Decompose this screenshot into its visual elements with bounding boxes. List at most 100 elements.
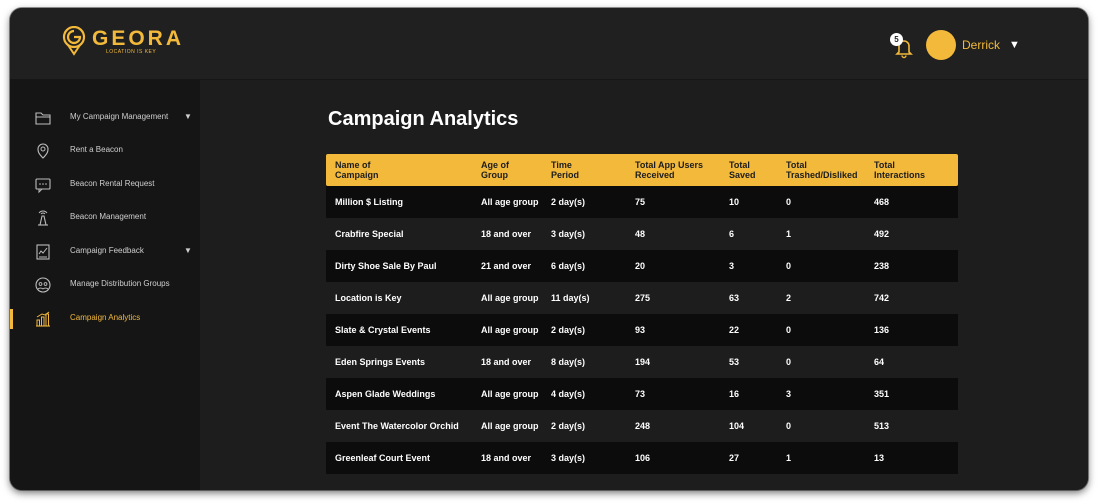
top-bar: GEORA LOCATION IS KEY 5 Derrick ▼ [10, 8, 1088, 80]
column-header-total-users-received: Total App Users Received [635, 160, 704, 180]
cell-trashed: 1 [786, 453, 792, 463]
cell-trashed: 0 [786, 421, 792, 431]
cell-users-received: 93 [635, 325, 646, 335]
cell-users-received: 106 [635, 453, 651, 463]
cell-age-group: All age group [481, 325, 539, 335]
cell-campaign-name: Greenleaf Court Event [335, 453, 431, 463]
cell-time-period: 8 day(s) [551, 357, 586, 367]
table-row[interactable]: Crabfire Special 18 and over 3 day(s) 48 6 1 4… [326, 218, 958, 250]
cell-saved: 16 [729, 389, 740, 399]
cell-saved: 10 [729, 197, 740, 207]
cell-trashed: 0 [786, 357, 792, 367]
beacon-icon [38, 210, 48, 226]
sidebar-item-manage-distribution-groups[interactable]: Manage Distribution Groups [10, 273, 200, 299]
sidebar-item-label: Campaign Feedback [70, 246, 144, 255]
table-header: Name of Campaign Age of Group Time Perio… [326, 154, 958, 186]
cell-saved: 53 [729, 357, 740, 367]
logo-tagline: LOCATION IS KEY [106, 48, 157, 55]
table-row[interactable]: Aspen Glade Weddings All age group 4 day(s… [326, 378, 958, 410]
chevron-down-icon[interactable]: ▼ [184, 112, 192, 121]
logo-name: GEORA [92, 26, 185, 50]
feedback-icon [36, 244, 50, 260]
cell-campaign-name: Dirty Shoe Sale By Paul [335, 261, 437, 271]
table-row[interactable]: Event The Watercolor Orchid All age group… [326, 410, 958, 442]
cell-age-group: All age group [481, 389, 539, 399]
cell-time-period: 2 day(s) [551, 421, 586, 431]
cell-interactions: 742 [874, 293, 890, 303]
cell-age-group: 18 and over [481, 357, 532, 367]
cell-trashed: 3 [786, 389, 792, 399]
analytics-icon [36, 311, 50, 327]
chevron-down-icon[interactable]: ▼ [184, 246, 192, 255]
cell-age-group: 21 and over [481, 261, 532, 271]
cell-users-received: 20 [635, 261, 646, 271]
user-name[interactable]: Derrick [962, 38, 1000, 52]
cell-saved: 6 [729, 229, 735, 239]
sidebar-item-my-campaign-management[interactable]: My Campaign Management ▼ [10, 106, 200, 132]
table-row[interactable]: Greenleaf Court Event 18 and over 3 day(s)… [326, 442, 958, 474]
cell-campaign-name: Million $ Listing [335, 197, 403, 207]
sidebar-item-beacon-rental-request[interactable]: Beacon Rental Request [10, 173, 200, 199]
cell-interactions: 238 [874, 261, 890, 271]
sidebar-item-label: Beacon Rental Request [70, 179, 155, 188]
table-row[interactable]: Location is Key All age group 11 day(s) 275… [326, 282, 958, 314]
cell-time-period: 4 day(s) [551, 389, 586, 399]
notification-badge: 5 [890, 33, 903, 46]
cell-time-period: 3 day(s) [551, 453, 586, 463]
sidebar-item-label: Rent a Beacon [70, 145, 123, 154]
column-header-total-saved: Total Saved [729, 160, 756, 180]
cell-users-received: 73 [635, 389, 646, 399]
folder-icon [35, 112, 51, 125]
cell-trashed: 2 [786, 293, 792, 303]
cell-campaign-name: Slate & Crystal Events [335, 325, 431, 335]
table-row[interactable]: Million $ Listing All age group 2 day(s) 75… [326, 186, 958, 218]
cell-time-period: 2 day(s) [551, 325, 586, 335]
cell-interactions: 136 [874, 325, 890, 335]
chat-bubble-icon [35, 178, 51, 194]
cell-users-received: 248 [635, 421, 651, 431]
sidebar-item-label: Campaign Analytics [70, 313, 141, 322]
cell-interactions: 468 [874, 197, 890, 207]
cell-interactions: 64 [874, 357, 885, 367]
cell-trashed: 0 [786, 261, 792, 271]
column-header-time-period: Time Period [551, 160, 580, 180]
analytics-table: Name of Campaign Age of Group Time Perio… [326, 154, 958, 474]
cell-users-received: 48 [635, 229, 646, 239]
sidebar-item-rent-a-beacon[interactable]: Rent a Beacon [10, 139, 200, 165]
cell-saved: 63 [729, 293, 740, 303]
cell-saved: 3 [729, 261, 735, 271]
active-indicator [10, 309, 13, 329]
cell-campaign-name: Aspen Glade Weddings [335, 389, 436, 399]
sidebar-item-campaign-analytics[interactable]: Campaign Analytics [10, 307, 200, 333]
logo[interactable]: GEORA LOCATION IS KEY [62, 26, 184, 56]
cell-age-group: 18 and over [481, 453, 532, 463]
table-row[interactable]: Eden Springs Events 18 and over 8 day(s) 19… [326, 346, 958, 378]
sidebar-item-campaign-feedback[interactable]: Campaign Feedback ▼ [10, 240, 200, 266]
table-row[interactable]: Dirty Shoe Sale By Paul 21 and over 6 day(… [326, 250, 958, 282]
cell-age-group: All age group [481, 293, 539, 303]
cell-campaign-name: Event The Watercolor Orchid [335, 421, 459, 431]
sidebar-item-label: Beacon Management [70, 212, 147, 221]
app-window: GEORA LOCATION IS KEY 5 Derrick ▼ My Cam… [10, 8, 1088, 490]
table-body: Million $ Listing All age group 2 day(s) 75… [326, 186, 958, 474]
sidebar-item-beacon-management[interactable]: Beacon Management [10, 206, 200, 232]
cell-saved: 22 [729, 325, 740, 335]
cell-users-received: 275 [635, 293, 651, 303]
cell-users-received: 194 [635, 357, 651, 367]
notification-button[interactable]: 5 [890, 33, 916, 59]
avatar[interactable] [926, 30, 956, 60]
cell-age-group: All age group [481, 421, 539, 431]
location-pin-icon [37, 143, 49, 159]
column-header-total-interactions: Total Interactions [874, 160, 926, 180]
cell-interactions: 351 [874, 389, 890, 399]
logo-icon [62, 26, 86, 56]
sidebar-item-label: My Campaign Management [70, 112, 169, 121]
column-header-total-trashed: Total Trashed/Disliked [786, 160, 858, 180]
cell-time-period: 2 day(s) [551, 197, 586, 207]
table-row[interactable]: Slate & Crystal Events All age group 2 day… [326, 314, 958, 346]
cell-interactions: 492 [874, 229, 890, 239]
sidebar-item-label: Manage Distribution Groups [70, 279, 170, 288]
chevron-down-icon[interactable]: ▼ [1009, 39, 1020, 51]
main-content: Campaign Analytics Name of Campaign Age … [200, 80, 1088, 490]
column-header-campaign-name: Name of Campaign [335, 160, 379, 180]
